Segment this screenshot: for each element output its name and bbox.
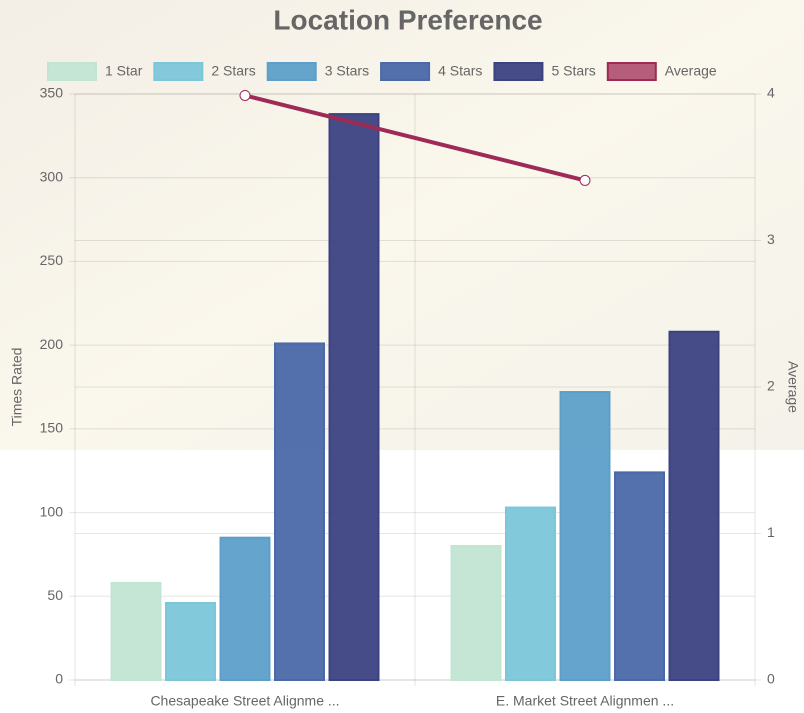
bar [614, 471, 665, 682]
y-tick-label: 250 [40, 252, 64, 268]
bar [668, 330, 720, 681]
legend-swatch [153, 62, 204, 81]
x-tick-label: E. Market Street Alignmen ... [496, 693, 674, 709]
bar [274, 342, 325, 681]
y2-tick-label: 4 [767, 85, 775, 101]
legend-swatch [47, 62, 97, 81]
y2-axis-title: Average [785, 361, 801, 413]
bar [559, 391, 611, 681]
legend-swatch [493, 62, 544, 81]
y2-tick-label: 3 [767, 231, 775, 247]
y2-tick-label: 1 [767, 524, 775, 540]
legend-swatch [266, 62, 317, 81]
line-point [239, 89, 251, 101]
legend-label: 1 Star [105, 63, 143, 79]
y2-tick-label: 0 [767, 671, 775, 687]
legend-label: Average [665, 63, 717, 79]
y-axis-title: Times Rated [9, 348, 25, 427]
y-tick-label: 200 [40, 336, 64, 352]
bar [505, 506, 556, 682]
bar [450, 545, 502, 681]
bar [219, 536, 271, 682]
line-point [579, 174, 591, 186]
bar [165, 601, 216, 681]
x-tick-label: Chesapeake Street Alignme ... [150, 693, 339, 709]
y-tick-label: 150 [40, 420, 64, 436]
bar [328, 113, 380, 681]
y-tick-label: 300 [40, 168, 64, 184]
y-tick-label: 0 [55, 671, 63, 687]
chart-title: Location Preference [273, 4, 542, 35]
y2-tick-label: 2 [767, 378, 775, 394]
y-tick-label: 350 [40, 85, 64, 101]
legend-label: 2 Stars [211, 63, 255, 79]
line [244, 93, 586, 183]
legend-swatch [380, 62, 431, 81]
legend-label: 4 Stars [438, 63, 482, 79]
legend-swatch [606, 62, 657, 81]
y-tick-label: 100 [40, 503, 64, 519]
bar [110, 581, 162, 681]
y-tick-label: 50 [47, 587, 63, 603]
legend-label: 5 Stars [551, 63, 595, 79]
legend-label: 3 Stars [325, 63, 369, 79]
